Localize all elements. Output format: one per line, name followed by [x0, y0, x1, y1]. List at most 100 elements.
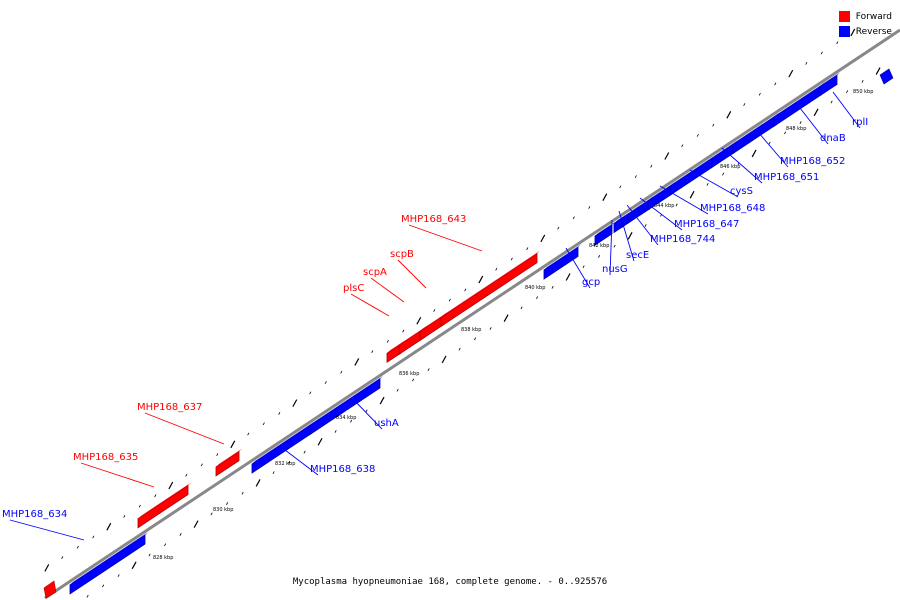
tick-mark [774, 82, 777, 86]
genome-backbone [44, 28, 900, 600]
gene-leader-scpb [397, 259, 427, 289]
gene-block-top-mhp168-652 [733, 112, 779, 145]
gene-block-top-rpli [820, 72, 840, 87]
gene-leader-mhp168-634 [9, 519, 85, 541]
tick-mark [44, 564, 50, 572]
tick-mark [696, 134, 699, 137]
gene-block-top-mhp168-638 [252, 421, 314, 464]
gene-block-top-plsc [387, 341, 404, 354]
tick-mark [216, 453, 219, 457]
gene-leader-mhp168-652 [757, 131, 789, 168]
gene-labels: MHP168_634 MHP168_635 MHP168_637 MHP168_638… [2, 91, 868, 541]
kbp-label-846: 846 kbp [720, 164, 740, 170]
tick-mark [820, 51, 823, 55]
kbp-label-840: 840 kbp [525, 285, 545, 291]
tick-mark [675, 203, 678, 207]
tick-mark [76, 545, 79, 549]
kbp-label-832: 832 kbp [275, 461, 295, 467]
gene-block-top-mhp168-634 [70, 532, 148, 585]
tick-mark [627, 232, 633, 240]
tick-mark [861, 79, 864, 83]
tick-mark [200, 463, 203, 467]
gene-label-mhp168-648[interactable]: MHP168_648 [700, 203, 765, 214]
tick-mark [602, 193, 608, 201]
tick-mark [371, 350, 374, 354]
tick-mark [751, 149, 757, 158]
gene-label-usha[interactable]: ushA [374, 418, 399, 429]
tick-mark [164, 543, 167, 547]
kbp-label-834: 834 kbp [336, 415, 356, 421]
tick-mark [379, 396, 385, 405]
gene-block-top-mhp168-637 [216, 448, 242, 467]
gene-leader-mhp168-635 [80, 462, 155, 488]
tick-mark [334, 430, 337, 433]
gene-label-mhp168-635[interactable]: MHP168_635 [73, 452, 138, 463]
tick-mark [324, 381, 327, 384]
gene-features [43, 68, 894, 599]
tick-mark [689, 190, 695, 199]
tick-mark [644, 224, 647, 227]
gene-label-scpa[interactable]: scpA [363, 267, 387, 278]
gene-leader-mhp168-651 [721, 147, 763, 184]
tick-mark [813, 108, 819, 117]
tick-mark [664, 152, 670, 160]
tick-mark [846, 90, 849, 94]
gene-leader-mhp168-648 [659, 185, 709, 215]
gene-label-mhp168-637[interactable]: MHP168_637 [137, 402, 202, 413]
gene-leader-plsc [350, 293, 390, 317]
gene-block-usha[interactable] [309, 378, 381, 436]
gene-block-mhp168-652[interactable] [732, 115, 777, 155]
gene-block-offscreen-forward[interactable] [43, 580, 57, 599]
gene-label-rpli[interactable]: rplI [852, 117, 868, 128]
tick-mark [510, 257, 513, 261]
genome-caption: Mycoplasma hyopneumoniae 168, complete g… [292, 577, 608, 587]
gene-block-top-scpa [399, 325, 428, 346]
gene-block-dnab[interactable] [773, 84, 823, 127]
gene-label-plsc[interactable]: plsC [343, 283, 364, 294]
tick-mark [303, 450, 306, 454]
gene-label-cyss[interactable]: cysS [730, 186, 753, 197]
tick-mark [758, 92, 761, 96]
tick-mark [474, 337, 477, 341]
legend-swatch-reverse [838, 26, 850, 37]
tick-mark [464, 288, 467, 292]
gene-block-gcp[interactable] [543, 246, 579, 280]
legend-label-forward: Forward [855, 11, 892, 22]
gene-block-top-mhp168-643 [441, 250, 540, 318]
tick-mark [148, 553, 151, 557]
tick-mark [540, 234, 546, 243]
tick-mark [613, 244, 616, 248]
gene-label-mhp168-643[interactable]: MHP168_643 [401, 214, 466, 225]
tick-mark [278, 412, 281, 415]
tick-mark [850, 28, 856, 37]
tick-mark [784, 131, 787, 135]
gene-label-mhp168-638[interactable]: MHP168_638 [310, 464, 375, 475]
tick-mark [650, 164, 653, 168]
tick-mark [92, 535, 95, 539]
gene-label-scpb[interactable]: scpB [390, 249, 414, 260]
gene-label-mhp168-652[interactable]: MHP168_652 [780, 156, 845, 167]
gene-label-dnab[interactable]: dnaB [820, 133, 846, 144]
gene-block-offscreen-reverse[interactable] [879, 68, 894, 85]
tick-mark [536, 296, 539, 300]
gene-label-gcp[interactable]: gcp [582, 277, 600, 288]
kbp-label-842: 842 kbp [589, 243, 609, 249]
tick-mark [526, 247, 529, 251]
tick-mark [185, 473, 188, 477]
gene-label-mhp168-651[interactable]: MHP168_651 [754, 172, 819, 183]
gene-label-nusg[interactable]: nusG [602, 264, 628, 275]
gene-label-mhp168-634[interactable]: MHP168_634 [2, 509, 67, 520]
gene-leader-gcp [565, 247, 591, 289]
gene-leader-cyss [689, 169, 739, 198]
gene-leader-rpli [832, 91, 861, 129]
gene-label-mhp168-647[interactable]: MHP168_647 [674, 219, 739, 230]
tick-mark [230, 440, 236, 449]
gene-block-mhp168-643[interactable] [440, 252, 538, 328]
gene-label-mhp168-744[interactable]: MHP168_744 [650, 234, 715, 245]
legend: Forward Reverse [838, 9, 892, 39]
tick-mark [582, 265, 585, 269]
tick-mark [154, 494, 157, 498]
tick-mark [458, 347, 461, 351]
gene-label-sece[interactable]: secE [626, 250, 649, 261]
tick-mark [123, 514, 126, 518]
